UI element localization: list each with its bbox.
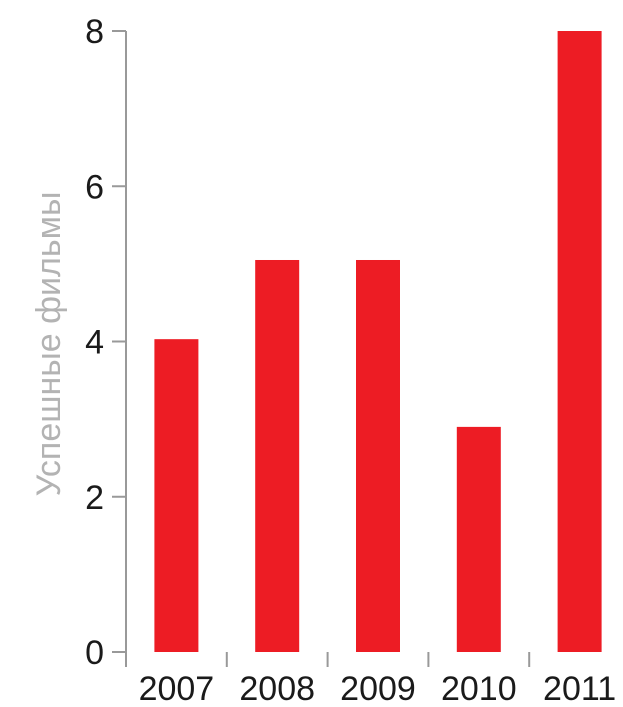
bar-2011 xyxy=(557,31,602,652)
y-tick-label: 6 xyxy=(85,168,104,206)
x-tick-label: 2007 xyxy=(139,670,215,707)
bar-2010 xyxy=(456,426,501,652)
x-tick-label: 2011 xyxy=(543,670,616,707)
bar-2007 xyxy=(154,339,199,652)
y-axis-title: Успешные фильмы xyxy=(30,192,68,497)
y-tick-label: 8 xyxy=(85,13,104,51)
x-tick-label: 2010 xyxy=(441,670,517,707)
bars xyxy=(154,31,602,652)
x-tick-label: 2008 xyxy=(239,670,315,707)
bar-2009 xyxy=(356,259,400,652)
bar-2008 xyxy=(255,259,300,652)
y-tick-label: 4 xyxy=(85,324,104,362)
x-tick-label: 2009 xyxy=(340,670,416,707)
y-tick-label: 2 xyxy=(85,479,104,517)
x-axis: 2007 2008 2009 2010 2011 xyxy=(139,652,616,707)
y-tick-label: 0 xyxy=(85,634,104,672)
y-axis: 0 2 4 6 8 xyxy=(85,13,127,672)
